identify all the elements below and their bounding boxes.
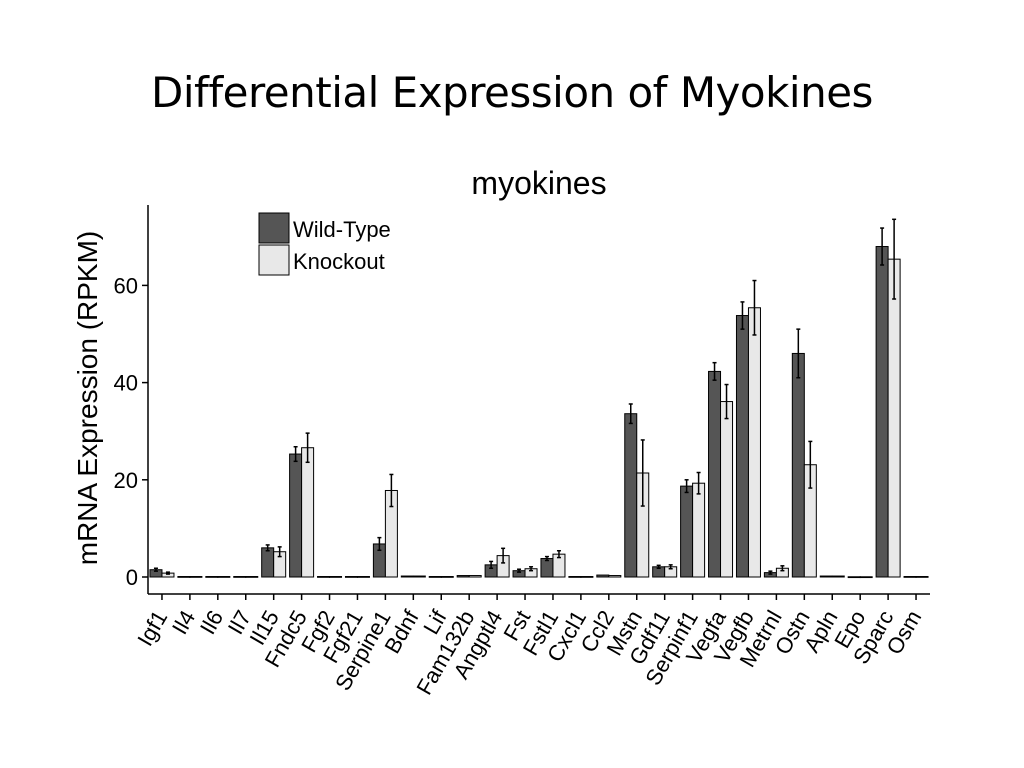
error-bar: [529, 566, 534, 572]
knockout-bar-ccl2: [608, 575, 622, 578]
chart-title: myokines: [471, 165, 606, 201]
error-bar: [293, 446, 298, 463]
wildtype-bar-cxcl1: [568, 576, 582, 578]
knockout-bar-sparc: [887, 258, 901, 578]
wildtype-bar-fstl1: [540, 558, 554, 578]
slide-title: Differential Expression of Myokines: [151, 68, 873, 117]
error-bar: [389, 473, 394, 508]
wildtype-bar-lif: [428, 576, 442, 578]
error-bar: [724, 383, 729, 420]
error-bar: [628, 403, 633, 425]
legend-label-knockout: Knockout: [293, 249, 385, 274]
knockout-bar-epo: [859, 576, 873, 579]
error-bar: [517, 568, 522, 573]
error-bar: [880, 227, 885, 266]
error-bar: [668, 564, 673, 570]
error-bar: [696, 471, 701, 495]
knockout-bar-serpinf1: [692, 482, 706, 578]
knockout-bar-osm: [915, 576, 929, 578]
error-bar: [305, 432, 310, 464]
knockout-bar-fam132b: [468, 575, 482, 578]
error-bar: [265, 544, 270, 552]
knockout-bar-fgf2: [329, 576, 343, 578]
knockout-bar-vegfa: [720, 401, 734, 578]
knockout-bar-fndc5: [301, 447, 315, 578]
error-bar: [556, 550, 561, 559]
error-bar: [712, 361, 717, 381]
knockout-bar-il6: [217, 576, 231, 578]
wildtype-bar-vegfa: [708, 370, 722, 578]
error-bar: [165, 571, 170, 575]
y-tick-label: 60: [114, 273, 138, 298]
knockout-bar-il7: [245, 576, 259, 578]
plot-area: 0204060Igf1Il4Il6Il7Il15Fndc5Fgf2Fgf21Se…: [114, 205, 930, 699]
error-bar: [377, 536, 382, 552]
error-bar: [544, 555, 549, 562]
wildtype-bar-bdnf: [400, 575, 414, 578]
wildtype-bar-sparc: [875, 246, 889, 578]
knockout-bar-vegfb: [747, 307, 761, 578]
error-bar: [153, 567, 158, 572]
wildtype-bar-osm: [903, 576, 917, 578]
y-axis-title: mRNA Expression (RPKM): [72, 231, 103, 566]
wildtype-bar-serpinf1: [680, 485, 694, 578]
wildtype-bar-mstn: [624, 413, 638, 578]
error-bar: [656, 564, 661, 570]
knockout-bar-bdnf: [412, 575, 426, 578]
wildtype-bar-il6: [205, 576, 219, 578]
wildtype-bar-fndc5: [289, 453, 303, 578]
legend: Wild-Type Knockout: [258, 212, 391, 276]
knockout-bar-lif: [440, 576, 454, 578]
x-tick-label-il6: Il6: [195, 606, 228, 639]
wildtype-bar-ccl2: [596, 574, 610, 578]
legend-label-wildtype: Wild-Type: [293, 217, 391, 242]
knockout-bar-apln: [831, 575, 845, 578]
knockout-bar-il4: [189, 576, 203, 578]
error-bar: [489, 560, 494, 570]
legend-swatch-knockout: [258, 244, 290, 276]
error-bar: [808, 440, 813, 489]
error-bar: [768, 570, 773, 575]
y-tick-label: 20: [114, 468, 138, 493]
error-bar: [684, 479, 689, 494]
error-bar: [501, 547, 506, 564]
wildtype-bar-fam132b: [456, 575, 470, 578]
y-tick-label: 40: [114, 371, 138, 396]
wildtype-bar-il4: [177, 576, 191, 578]
legend-swatch-wildtype: [258, 212, 290, 244]
wildtype-bar-fgf21: [344, 576, 358, 578]
error-bar: [752, 279, 757, 336]
knockout-bar-cxcl1: [580, 576, 594, 578]
error-bar: [892, 218, 897, 300]
wildtype-bar-ostn: [791, 352, 805, 578]
wildtype-bar-apln: [819, 575, 833, 578]
wildtype-bar-fgf2: [317, 576, 331, 578]
x-tick-label-il4: Il4: [167, 606, 200, 639]
error-bar: [796, 328, 801, 379]
wildtype-bar-il15: [261, 547, 275, 578]
error-bar: [277, 546, 282, 558]
x-tick-label-igf1: Igf1: [132, 606, 172, 650]
error-bar: [740, 301, 745, 330]
wildtype-bar-il7: [233, 576, 247, 578]
error-bar: [780, 565, 785, 572]
error-bar: [640, 439, 645, 507]
y-tick-label: 0: [126, 565, 138, 590]
wildtype-bar-epo: [847, 576, 861, 579]
knockout-bar-fgf21: [356, 576, 370, 578]
wildtype-bar-vegfb: [735, 315, 749, 578]
